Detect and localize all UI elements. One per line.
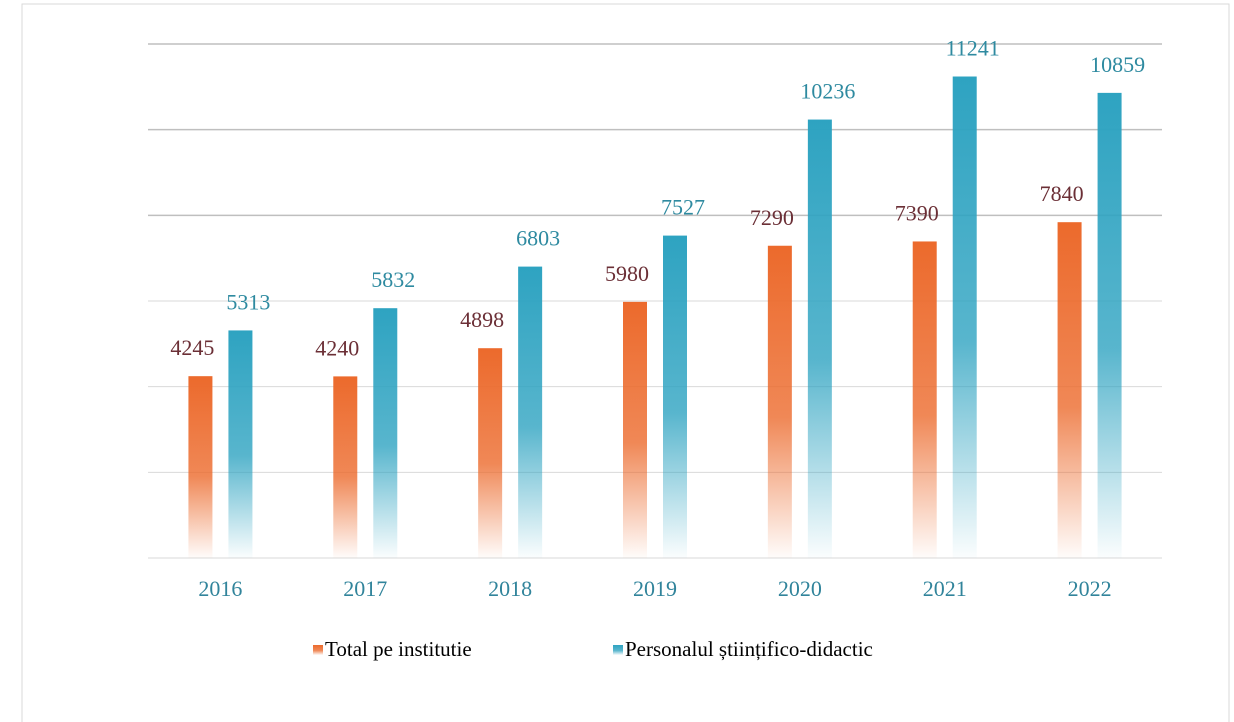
data-label: 7390: [895, 201, 939, 226]
bar: [623, 301, 647, 558]
x-tick-label: 2018: [488, 576, 532, 601]
bar: [952, 76, 977, 558]
legend-swatch: [613, 645, 623, 655]
bar: [333, 376, 358, 558]
data-label: 11241: [946, 36, 1000, 61]
bar: [228, 330, 253, 558]
data-label: 10236: [800, 79, 855, 104]
bar: [188, 376, 213, 558]
x-tick-label: 2019: [633, 576, 677, 601]
data-label: 4898: [460, 307, 504, 332]
x-tick-label: 2021: [923, 576, 967, 601]
legend-swatch: [313, 645, 323, 655]
bar: [373, 308, 398, 558]
bar: [1097, 92, 1122, 558]
data-label: 7840: [1040, 181, 1084, 206]
legend-label: Personalul științifico-didactic: [625, 637, 873, 661]
data-label: 6803: [516, 226, 560, 251]
data-label: 5832: [371, 267, 415, 292]
data-label: 7290: [750, 205, 794, 230]
x-tick-label: 2017: [343, 576, 387, 601]
bar: [1057, 222, 1082, 559]
x-tick-label: 2020: [778, 576, 822, 601]
x-tick-label: 2016: [198, 576, 242, 601]
data-label: 5980: [605, 261, 649, 286]
bar: [478, 348, 503, 558]
bar: [663, 235, 687, 558]
data-label: 4240: [315, 335, 359, 360]
data-label: 7527: [661, 195, 705, 220]
x-tick-label: 2022: [1068, 576, 1112, 601]
data-label: 4245: [170, 335, 214, 360]
legend-label: Total pe institutie: [325, 637, 472, 661]
data-label: 5313: [226, 289, 270, 314]
bar: [518, 266, 543, 558]
bar: [912, 241, 937, 558]
bar: [807, 119, 832, 559]
data-label: 10859: [1090, 52, 1145, 77]
bar: [767, 245, 792, 558]
